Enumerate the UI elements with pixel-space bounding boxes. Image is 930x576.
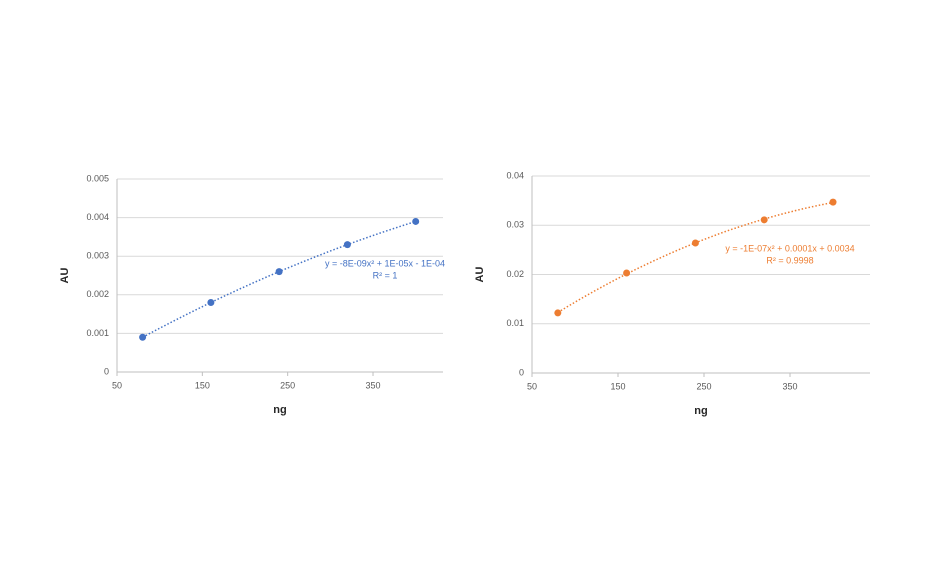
point [829,198,837,206]
y-axis-title: AU [474,267,486,283]
y-tick-label: 0.04 [506,170,524,180]
y-tick-label: 0.005 [86,173,109,183]
x-tick-label: 250 [280,380,295,390]
x-tick-label: 50 [112,380,122,390]
y-tick-label: 0 [104,366,109,376]
x-tick-label: 150 [195,380,210,390]
y-tick-label: 0.004 [86,212,109,222]
y-tick-label: 0.002 [86,289,109,299]
y-tick-label: 0.001 [86,328,109,338]
x-tick-label: 150 [610,381,625,391]
y-tick-label: 0.03 [506,220,524,230]
x-axis-title: ng [273,404,286,416]
point [343,241,351,249]
x-tick-label: 250 [696,381,711,391]
x-tick-label: 350 [782,381,797,391]
trendline-equation: y = -8E-09x² + 1E-05x - 1E-04 [325,258,445,268]
point [412,217,420,225]
x-tick-label: 350 [366,380,381,390]
y-tick-label: 0.01 [506,318,524,328]
point [691,239,699,247]
y-tick-label: 0.003 [86,251,109,261]
point [139,333,147,341]
trendline-equation: y = -1E-07x² + 0.0001x + 0.0034 [725,243,854,253]
point [760,216,768,224]
point [207,299,215,307]
point [623,269,631,277]
y-axis-title: AU [59,268,71,284]
trendline-equation: R² = 1 [373,270,398,280]
point [554,309,562,317]
trendline-equation: R² = 0.9998 [766,255,813,265]
x-tick-label: 50 [527,381,537,391]
point [275,268,283,276]
x-axis-title: ng [694,405,707,417]
y-tick-label: 0 [519,367,524,377]
y-tick-label: 0.02 [506,269,524,279]
